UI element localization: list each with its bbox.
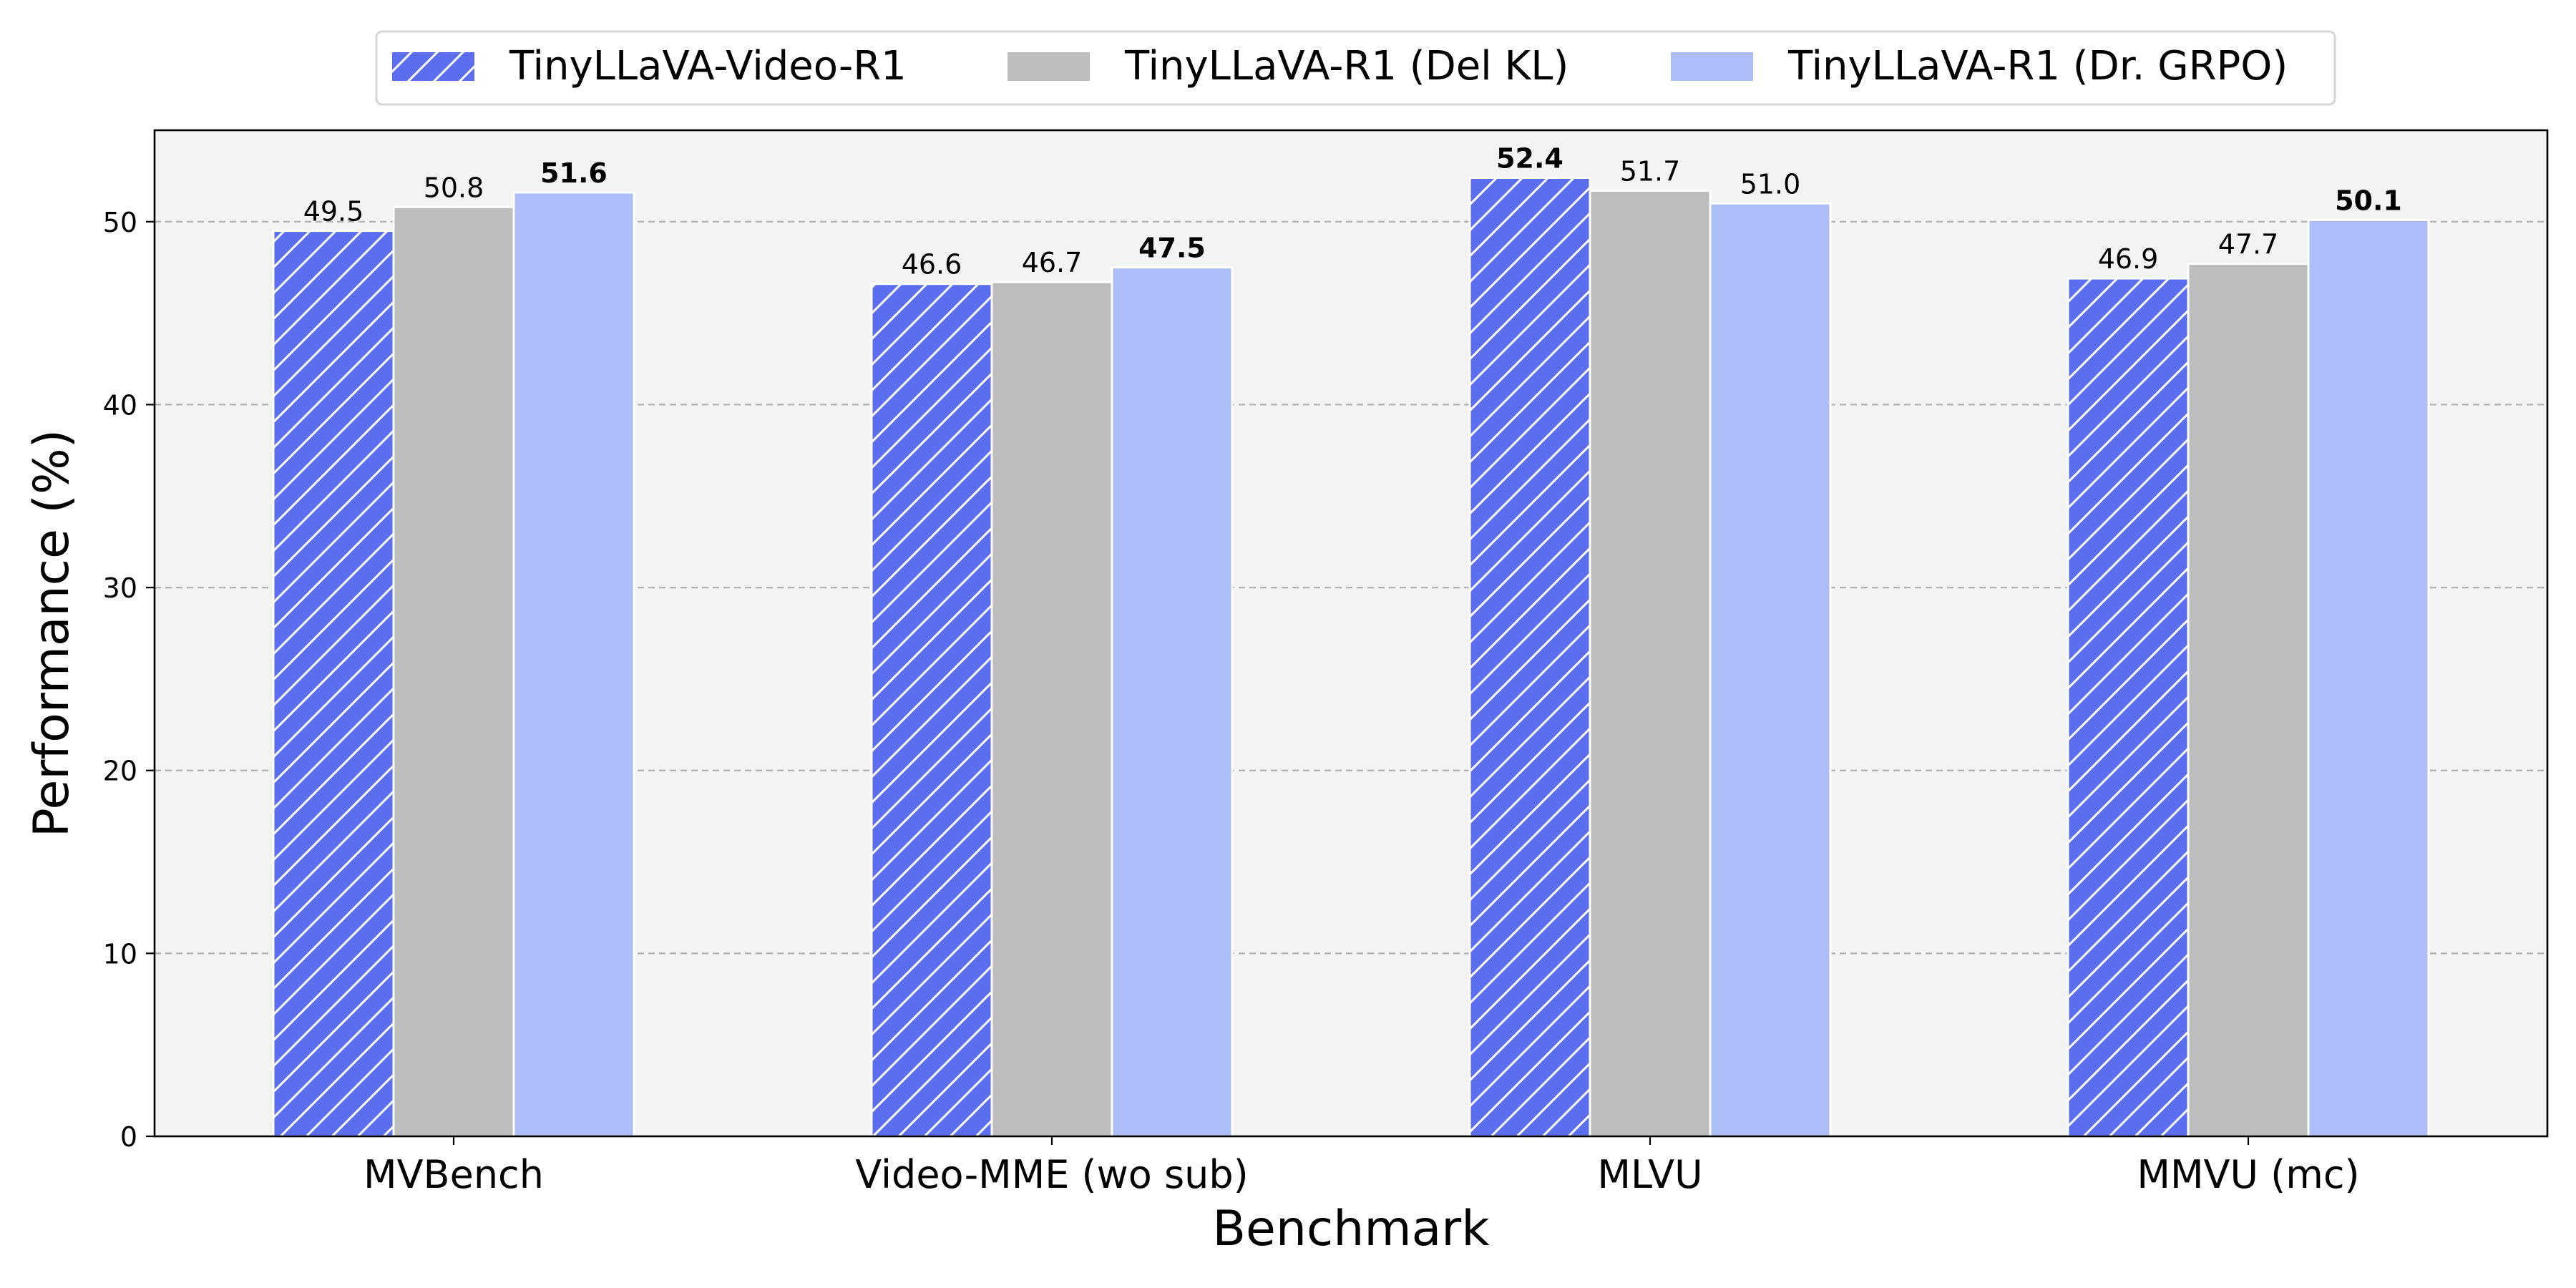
y-tick-label-0: 0: [120, 1121, 137, 1153]
x-tick-label-mmvu-mc: MMVU (mc): [2137, 1152, 2359, 1197]
data-label-tinyllava-r1-dr-grpo-mvbench: 51.6: [540, 157, 608, 189]
data-label-tinyllava-r1-del-kl-mvbench: 50.8: [424, 172, 484, 203]
data-label-tinyllava-video-r1-mmvu-mc: 46.9: [2098, 243, 2159, 275]
data-label-tinyllava-r1-dr-grpo-video-mme-wo-sub: 47.5: [1138, 233, 1206, 264]
legend-item-tinyllava-video-r1: TinyLLaVA-Video-R1: [392, 43, 907, 89]
legend-label-tinyllava-r1-dr-grpo: TinyLLaVA-R1 (Dr. GRPO): [1787, 43, 2288, 89]
bar-tinyllava-video-r1-mlvu-hatch: [1470, 177, 1590, 1136]
legend-item-tinyllava-r1-del-kl: TinyLLaVA-R1 (Del KL): [1008, 43, 1568, 89]
data-label-tinyllava-r1-dr-grpo-mmvu-mc: 50.1: [2335, 185, 2402, 216]
x-tick-label-mvbench: MVBench: [364, 1152, 544, 1197]
data-label-tinyllava-r1-del-kl-video-mme-wo-sub: 46.7: [1022, 247, 1083, 278]
y-tick-label-30: 30: [103, 572, 137, 604]
y-tick-label-50: 50: [103, 207, 137, 238]
y-tick-label-20: 20: [103, 756, 137, 787]
legend-box: [375, 30, 2336, 106]
data-label-tinyllava-video-r1-mvbench: 49.5: [303, 196, 364, 228]
plot-frame: [153, 129, 2549, 1138]
data-label-tinyllava-r1-del-kl-mlvu: 51.7: [1620, 155, 1681, 187]
legend-swatch-hatch: [392, 52, 474, 81]
bar-tinyllava-video-r1-video-mme-wo-sub-hatch: [872, 283, 992, 1136]
data-label-tinyllava-r1-dr-grpo-mlvu: 51.0: [1740, 168, 1801, 200]
legend-label-tinyllava-video-r1: TinyLLaVA-Video-R1: [509, 43, 907, 89]
y-axis-label: Performance (%): [24, 429, 80, 837]
y-tick-label-40: 40: [103, 389, 137, 421]
bar-tinyllava-video-r1-mvbench-hatch: [273, 230, 394, 1137]
legend-swatch-tinyllava-r1-dr-grpo: [1671, 52, 1753, 81]
bar-tinyllava-r1-del-kl-mvbench: [392, 205, 515, 1138]
bar-tinyllava-r1-dr-grpo-video-mme-wo-sub: [1111, 266, 1234, 1138]
bar-tinyllava-video-r1-mmvu-mc-hatch: [2068, 278, 2188, 1137]
bar-tinyllava-r1-dr-grpo-mvbench: [512, 191, 635, 1138]
bar-tinyllava-r1-del-kl-mlvu: [1589, 189, 1712, 1138]
data-label-tinyllava-video-r1-mlvu: 52.4: [1496, 142, 1563, 174]
legend-swatch-tinyllava-r1-del-kl: [1008, 52, 1090, 81]
data-label-tinyllava-r1-del-kl-mmvu-mc: 47.7: [2218, 229, 2279, 260]
bar-tinyllava-r1-del-kl-video-mme-wo-sub: [990, 280, 1113, 1138]
bar-tinyllava-r1-dr-grpo-mlvu: [1709, 202, 1832, 1138]
x-tick-label-mlvu: MLVU: [1597, 1152, 1702, 1197]
bar-tinyllava-r1-dr-grpo-mmvu-mc: [2307, 218, 2430, 1138]
bar-tinyllava-r1-del-kl-mmvu-mc: [2187, 263, 2310, 1138]
y-tick-label-10: 10: [103, 938, 137, 970]
legend-item-tinyllava-r1-dr-grpo: TinyLLaVA-R1 (Dr. GRPO): [1671, 43, 2288, 89]
x-tick-label-video-mme-wo-sub: Video-MME (wo sub): [855, 1152, 1248, 1197]
data-label-tinyllava-video-r1-video-mme-wo-sub: 46.6: [902, 249, 962, 280]
legend-label-tinyllava-r1-del-kl: TinyLLaVA-R1 (Del KL): [1124, 43, 1568, 89]
x-axis-label: Benchmark: [1212, 1201, 1490, 1257]
